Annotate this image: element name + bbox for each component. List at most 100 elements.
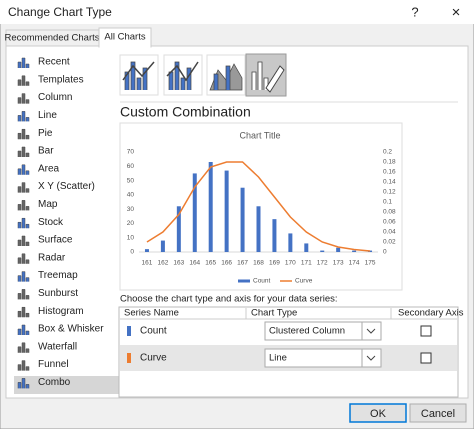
y2-tick-label: 0.2 <box>383 149 392 156</box>
dialog-title: Change Chart Type <box>8 5 112 19</box>
y2-tick-label: 0.08 <box>383 209 396 216</box>
line <box>146 161 371 252</box>
icon-glyph <box>124 61 148 90</box>
type-icon <box>17 111 30 122</box>
x-tick-label: 161 <box>142 260 153 267</box>
secondary-axis-checkbox[interactable] <box>420 352 432 364</box>
icon-glyph <box>122 61 155 81</box>
type-icon <box>17 360 30 371</box>
x-tick-label: 164 <box>189 260 200 267</box>
type-icon <box>17 217 30 229</box>
type-icon <box>17 146 30 157</box>
chart-preview <box>119 122 403 291</box>
cancel-button[interactable] <box>409 403 467 423</box>
type-item[interactable]: Line <box>38 110 57 121</box>
chart-type-value[interactable]: Clustered Column <box>269 326 345 337</box>
type-icon <box>17 75 30 86</box>
title-bar <box>0 0 474 24</box>
type-item[interactable]: Waterfall <box>38 341 77 352</box>
dropdown-arrow[interactable] <box>366 355 376 361</box>
x-tick-label: 163 <box>173 260 184 267</box>
type-item[interactable]: Area <box>38 163 60 174</box>
bar <box>368 250 373 252</box>
type-icon <box>17 289 30 300</box>
y-tick-label: 10 <box>127 234 135 241</box>
y-tick-label: 20 <box>127 220 135 227</box>
chart-type-value[interactable]: Line <box>269 353 287 364</box>
type-icon <box>17 306 30 318</box>
y-tick-label: 60 <box>127 163 135 170</box>
type-icon <box>17 57 30 68</box>
table-header: Chart Type <box>251 308 297 319</box>
series-name: Count <box>140 326 167 337</box>
bar <box>208 162 213 252</box>
table-header: Series Name <box>124 308 179 319</box>
y2-tick-label: 0.1 <box>383 199 392 206</box>
legend-label: Count <box>253 278 271 285</box>
type-icon <box>17 253 30 264</box>
table-header: Secondary Axis <box>398 308 464 319</box>
type-item[interactable]: Recent <box>38 57 70 68</box>
chart-type-dropdown[interactable] <box>264 348 382 368</box>
close-button[interactable]: × <box>452 4 461 21</box>
type-item[interactable]: Treemap <box>38 270 78 281</box>
type-icon <box>17 324 30 335</box>
type-icon <box>17 378 30 389</box>
type-icon <box>17 271 30 282</box>
x-tick-label: 162 <box>157 260 168 267</box>
type-item[interactable]: Column <box>38 92 72 103</box>
type-item[interactable]: Map <box>38 199 58 210</box>
type-item[interactable]: Pie <box>38 128 53 139</box>
tab-label[interactable]: Recommended Charts <box>4 33 99 44</box>
selected-item <box>14 376 129 394</box>
type-item[interactable]: Bar <box>38 146 54 157</box>
icon-glyph <box>213 65 231 90</box>
type-item[interactable]: Stock <box>38 217 64 228</box>
series-color <box>127 326 131 336</box>
series-color <box>127 353 131 363</box>
type-icon <box>17 164 30 175</box>
type-item[interactable]: Radar <box>38 252 66 263</box>
bar <box>160 240 165 252</box>
help-button[interactable]: ? <box>411 4 418 19</box>
icon-glyph <box>251 61 269 90</box>
tab-label[interactable]: All Charts <box>104 32 145 43</box>
button-label[interactable]: Cancel <box>421 408 455 420</box>
y2-tick-label: 0.12 <box>383 189 396 196</box>
y-tick-label: 40 <box>127 192 135 199</box>
type-item[interactable]: X Y (Scatter) <box>38 181 95 192</box>
icon-glyph <box>166 61 199 82</box>
type-item[interactable]: Surface <box>38 235 73 246</box>
bar <box>256 206 261 252</box>
type-item[interactable]: Histogram <box>38 306 84 317</box>
type-item[interactable]: Combo <box>38 377 71 388</box>
chart-type-dropdown[interactable] <box>264 321 382 341</box>
bar <box>352 250 357 252</box>
secondary-axis-checkbox[interactable] <box>420 325 432 337</box>
series-name: Curve <box>140 353 167 364</box>
type-icon <box>17 235 30 246</box>
type-icon <box>17 128 30 140</box>
x-tick-label: 171 <box>301 260 312 267</box>
x-tick-label: 166 <box>221 260 232 267</box>
y-tick-label: 70 <box>127 149 135 156</box>
y2-tick-label: 0.04 <box>383 229 396 236</box>
y2-tick-label: 0.02 <box>383 239 396 246</box>
type-item[interactable]: Sunburst <box>38 288 78 299</box>
x-tick-label: 165 <box>205 260 216 267</box>
type-item[interactable]: Funnel <box>38 359 69 370</box>
type-item[interactable]: Box & Whisker <box>38 324 104 335</box>
x-tick-label: 173 <box>333 260 344 267</box>
x-tick-label: 174 <box>349 260 360 267</box>
type-item[interactable]: Templates <box>38 74 84 85</box>
button-label[interactable]: OK <box>370 408 387 420</box>
dropdown-arrow[interactable] <box>366 328 376 334</box>
subtype-icons <box>119 53 287 97</box>
bar <box>176 206 181 252</box>
bar <box>320 250 325 252</box>
ok-button[interactable] <box>349 403 407 423</box>
x-tick-label: 168 <box>253 260 264 267</box>
bar <box>288 233 293 252</box>
y2-tick-label: 0.14 <box>383 179 396 186</box>
bar <box>224 170 229 252</box>
